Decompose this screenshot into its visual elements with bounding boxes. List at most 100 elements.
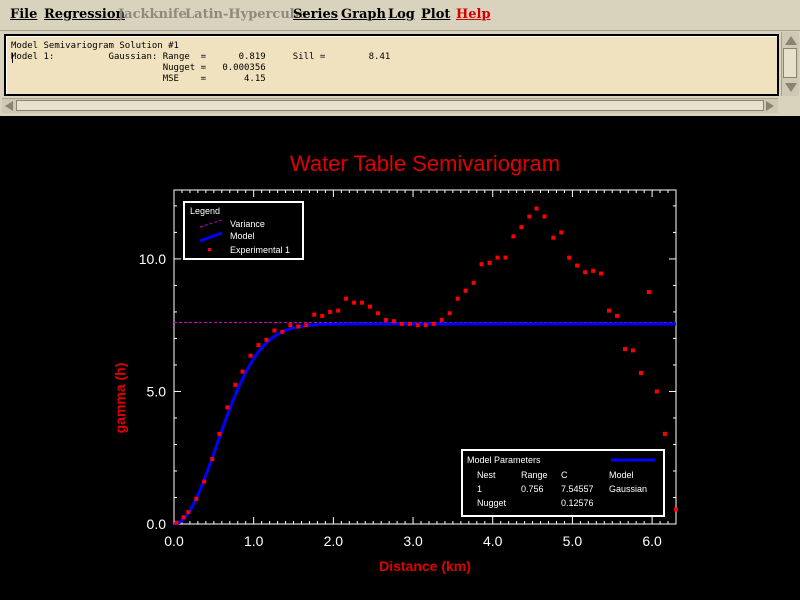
experimental-point bbox=[344, 296, 349, 301]
experimental-point bbox=[551, 235, 556, 240]
param-row1-range: 0.756 bbox=[521, 484, 544, 494]
scroll-right-arrow-icon[interactable] bbox=[766, 101, 774, 111]
menu-log[interactable]: Log bbox=[388, 7, 415, 22]
experimental-point bbox=[194, 496, 199, 501]
experimental-point bbox=[383, 317, 388, 322]
menu-help[interactable]: Help bbox=[456, 7, 491, 22]
experimental-point bbox=[186, 510, 191, 515]
x-tick-labels: 0.0 1.0 2.0 3.0 4.0 5.0 6.0 bbox=[164, 533, 662, 549]
experimental-point bbox=[375, 311, 380, 316]
vertical-scroll-thumb[interactable] bbox=[783, 48, 797, 78]
param-row2-c: 0.12576 bbox=[561, 498, 594, 508]
output-line-3: Nugget = 0.000356 bbox=[11, 63, 266, 73]
experimental-point bbox=[623, 347, 628, 352]
legend-variance-label: Variance bbox=[230, 219, 265, 229]
experimental-point bbox=[479, 262, 484, 267]
x-tick-label: 1.0 bbox=[244, 533, 264, 549]
experimental-point bbox=[519, 225, 524, 230]
output-line-1: Model Semivariogram Solution #1 bbox=[11, 41, 179, 51]
menu-graph[interactable]: Graph bbox=[341, 7, 386, 22]
experimental-point bbox=[399, 321, 404, 326]
menu-bar: File Regression Jackknife Latin-Hypercub… bbox=[0, 0, 800, 31]
experimental-point bbox=[352, 300, 357, 305]
experimental-point bbox=[296, 324, 301, 329]
menu-file[interactable]: File bbox=[10, 7, 38, 22]
vertical-scrollbar[interactable] bbox=[781, 32, 799, 96]
scroll-left-arrow-icon[interactable] bbox=[5, 101, 13, 111]
menu-series[interactable]: Series bbox=[293, 7, 339, 22]
legend-title: Legend bbox=[190, 206, 220, 216]
output-text: Model Semivariogram Solution #1 Model 1:… bbox=[11, 41, 390, 85]
experimental-point bbox=[607, 308, 612, 313]
menu-regression[interactable]: Regression bbox=[44, 7, 125, 22]
y-tick-label: 0.0 bbox=[147, 516, 167, 532]
menu-jackknife: Jackknife bbox=[118, 7, 187, 22]
experimental-point bbox=[591, 268, 596, 273]
output-line-4: MSE = 4.15 bbox=[11, 74, 266, 84]
experimental-point bbox=[415, 323, 420, 328]
text-cursor bbox=[12, 53, 13, 63]
experimental-point bbox=[463, 288, 468, 293]
chart-title: Water Table Semivariogram bbox=[290, 151, 560, 176]
experimental-point bbox=[304, 323, 309, 328]
experimental-point bbox=[542, 214, 547, 219]
experimental-point bbox=[368, 304, 373, 309]
experimental-point bbox=[272, 328, 277, 333]
x-tick-label: 0.0 bbox=[164, 533, 184, 549]
experimental-point bbox=[654, 389, 659, 394]
experimental-point bbox=[233, 382, 238, 387]
scroll-down-arrow-icon[interactable] bbox=[785, 83, 797, 92]
experimental-point bbox=[447, 311, 452, 316]
x-tick-label: 4.0 bbox=[483, 533, 503, 549]
legend-model-label: Model bbox=[230, 231, 255, 241]
output-text-panel[interactable]: Model Semivariogram Solution #1 Model 1:… bbox=[4, 34, 779, 96]
experimental-point bbox=[312, 312, 317, 317]
param-header-range: Range bbox=[521, 470, 548, 480]
experimental-point bbox=[534, 206, 539, 211]
y-tick-label: 5.0 bbox=[147, 383, 167, 399]
experimental-point bbox=[248, 353, 253, 358]
experimental-point bbox=[487, 260, 492, 265]
horizontal-scrollbar[interactable] bbox=[2, 98, 778, 113]
experimental-point bbox=[567, 255, 572, 260]
experimental-point bbox=[638, 370, 643, 375]
horizontal-scroll-thumb[interactable] bbox=[16, 100, 764, 111]
y-tick-label: 10.0 bbox=[139, 251, 166, 267]
series-layer bbox=[173, 206, 678, 526]
param-row1-nest: 1 bbox=[477, 484, 482, 494]
experimental-point bbox=[630, 348, 635, 353]
experimental-point bbox=[495, 255, 500, 260]
experimental-point bbox=[423, 323, 428, 328]
experimental-point bbox=[210, 457, 215, 462]
experimental-point bbox=[674, 507, 678, 512]
param-header-model: Model bbox=[609, 470, 634, 480]
experimental-point bbox=[336, 308, 341, 313]
experimental-point bbox=[174, 520, 179, 525]
experimental-point bbox=[575, 263, 580, 268]
experimental-point bbox=[320, 313, 325, 318]
param-header-nest: Nest bbox=[477, 470, 496, 480]
menu-latin-hypercube: Latin-Hypercube bbox=[185, 7, 308, 22]
experimental-point bbox=[559, 230, 564, 235]
experimental-point bbox=[471, 280, 476, 285]
experimental-point bbox=[646, 290, 651, 295]
y-axis-label: gamma (h) bbox=[112, 363, 128, 434]
x-tick-label: 6.0 bbox=[642, 533, 662, 549]
scroll-up-arrow-icon[interactable] bbox=[785, 36, 797, 45]
experimental-point bbox=[225, 405, 230, 410]
legend-variance-swatch bbox=[199, 219, 223, 228]
experimental-point bbox=[527, 214, 532, 219]
x-axis-label: Distance (km) bbox=[379, 558, 471, 574]
top-window: File Regression Jackknife Latin-Hypercub… bbox=[0, 0, 800, 116]
plot-frame bbox=[173, 189, 677, 525]
legend: Legend Variance Model Experimental 1 bbox=[183, 201, 304, 260]
experimental-point bbox=[391, 319, 396, 324]
experimental-point bbox=[288, 323, 293, 328]
legend-model-swatch bbox=[199, 231, 223, 243]
experimental-point bbox=[503, 255, 508, 260]
param-header-c: C bbox=[561, 470, 568, 480]
experimental-point bbox=[328, 309, 333, 314]
semivariogram-chart: Water Table Semivariogram Distance (km) … bbox=[112, 151, 678, 574]
menu-plot[interactable]: Plot bbox=[421, 7, 451, 22]
experimental-point bbox=[256, 343, 261, 348]
